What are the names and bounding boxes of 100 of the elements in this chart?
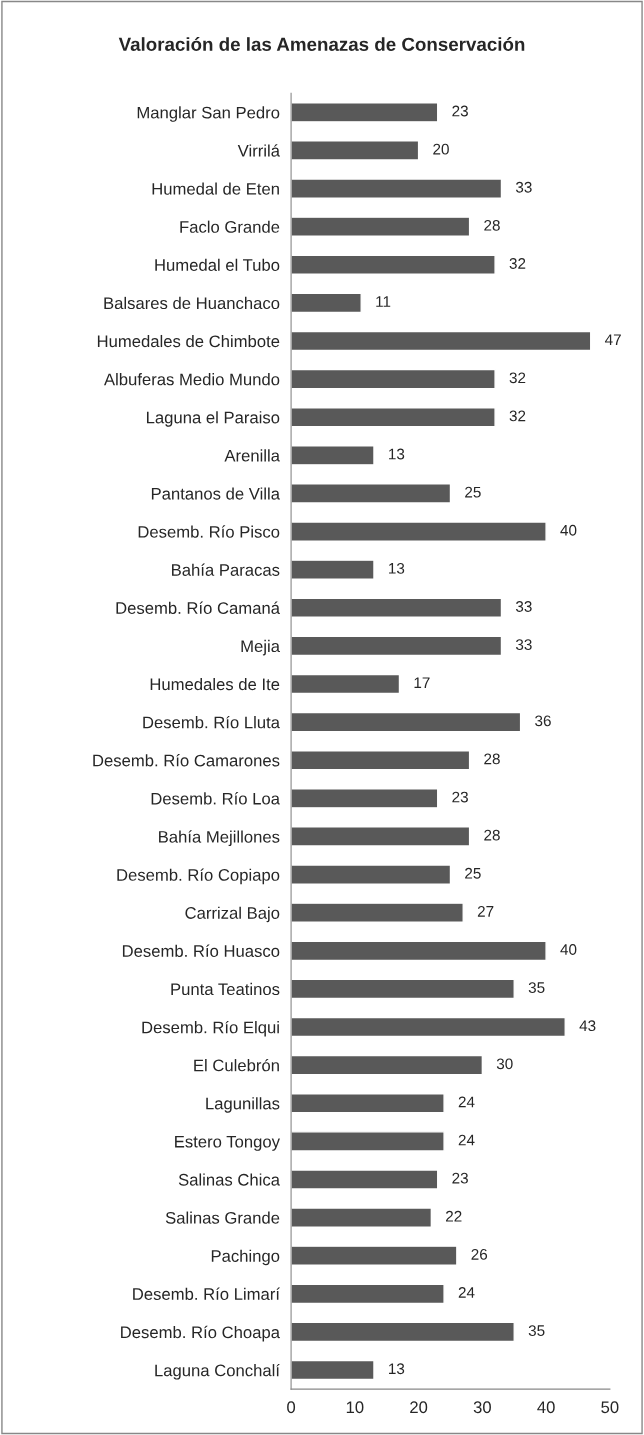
data-label: 33	[515, 601, 532, 612]
data-label: 27	[477, 905, 494, 917]
y-tick-label: Arenilla	[224, 449, 280, 462]
data-label: 13	[389, 1363, 405, 1375]
data-label: 25	[465, 486, 481, 498]
data-label: 24	[458, 1096, 475, 1108]
y-tick-label: Desemb. Río Pisco	[138, 525, 280, 538]
data-label: 43	[579, 1020, 596, 1032]
bar	[291, 597, 503, 619]
data-label: 28	[484, 753, 500, 765]
bar	[291, 1093, 445, 1114]
data-label: 28	[484, 829, 500, 841]
bar	[291, 330, 592, 352]
x-tick-label: 40	[537, 1401, 555, 1414]
y-tick-label: Balsares de Huanchaco	[104, 296, 280, 310]
data-label: 13	[389, 562, 405, 574]
y-tick-label: Laguna Conchalí	[155, 1363, 280, 1380]
bar	[291, 102, 439, 123]
bar	[291, 1016, 566, 1038]
y-tick-label: Humedal de Eten	[152, 182, 279, 195]
y-tick-label: Manglar San Pedro	[137, 106, 280, 122]
bar	[291, 368, 496, 390]
data-label: 40	[560, 944, 577, 955]
data-label: 33	[515, 639, 532, 650]
data-label: 32	[509, 258, 526, 269]
x-tick-label: 0	[287, 1401, 296, 1414]
data-label: 23	[452, 1172, 468, 1184]
bar	[291, 940, 547, 962]
data-label: 32	[509, 372, 526, 384]
data-label: 40	[560, 524, 577, 536]
data-label: 24	[458, 1287, 475, 1298]
bar	[291, 521, 547, 542]
y-tick-label: Pachingo	[211, 1249, 280, 1266]
data-label: 25	[465, 867, 481, 879]
bar	[291, 750, 471, 771]
bar	[291, 711, 522, 733]
bar	[291, 1245, 458, 1266]
bar	[291, 1207, 433, 1228]
data-label: 24	[458, 1134, 475, 1146]
data-label: 28	[484, 219, 500, 231]
y-tick-label: Salinas Grande	[165, 1211, 280, 1224]
bar	[291, 1283, 445, 1305]
bar	[291, 1169, 439, 1190]
y-tick-label: Bahía Mejillones	[159, 830, 280, 847]
y-tick-label: Desemb. Río Lluta	[143, 715, 280, 729]
x-tick-label: 50	[601, 1401, 619, 1414]
data-label: 13	[389, 448, 405, 460]
y-tick-label: Salinas Chica	[178, 1173, 280, 1186]
y-tick-label: Desemb. Río Elqui	[142, 1020, 279, 1037]
data-label: 17	[414, 677, 430, 688]
y-tick-label: Desemb. Río Camarones	[93, 754, 280, 767]
y-tick-label: Lagunillas	[206, 1097, 280, 1113]
y-tick-label: Faclo Grande	[180, 220, 280, 233]
y-tick-label: Humedales de Ite	[150, 677, 280, 691]
bar	[291, 902, 464, 923]
data-label: 35	[528, 1325, 545, 1337]
bar	[291, 292, 362, 314]
data-label: 33	[515, 181, 532, 193]
y-tick-label: Virrilá	[237, 144, 280, 157]
data-label: 23	[452, 105, 468, 117]
bar	[291, 483, 452, 504]
data-label: 32	[509, 410, 526, 422]
x-tick-label: 20	[410, 1401, 428, 1414]
bar	[291, 407, 496, 428]
y-tick-label: El Culebrón	[194, 1058, 279, 1072]
y-tick-label: Desemb. Río Huasco	[122, 944, 280, 957]
y-tick-label: Desemb. Río Limarí	[133, 1287, 280, 1300]
data-label: 11	[376, 296, 391, 307]
bar	[291, 140, 420, 161]
y-tick-label: Estero Tongoy	[175, 1135, 280, 1151]
y-tick-label: Carrizal Bajo	[185, 906, 280, 923]
y-tick-label: Desemb. Río Camaná	[116, 601, 280, 614]
y-tick-label: Mejia	[241, 639, 280, 656]
y-tick-label: Desemb. Río Loa	[151, 792, 280, 805]
bar	[291, 673, 401, 695]
y-tick-label: Laguna el Paraiso	[147, 411, 280, 427]
chart-title: Valoración de las Amenazas de Conservación	[118, 37, 525, 51]
bar	[291, 1359, 375, 1381]
data-label: 22	[446, 1210, 462, 1222]
bar	[291, 635, 503, 657]
y-tick-label: Albuferas Medio Mundo	[104, 373, 280, 386]
bar	[291, 1054, 484, 1076]
y-tick-label: Pantanos de Villa	[151, 487, 280, 500]
bar	[291, 1131, 445, 1152]
y-tick-label: Punta Teatinos	[171, 982, 280, 996]
data-label: 30	[496, 1058, 513, 1070]
y-tick-label: Humedal el Tubo	[155, 258, 280, 271]
data-label: 20	[433, 143, 449, 155]
y-tick-label: Desemb. Río Choapa	[121, 1325, 280, 1342]
bar	[291, 978, 515, 1000]
bar	[291, 1321, 515, 1343]
bar	[291, 826, 471, 847]
x-tick-label: 10	[346, 1401, 364, 1414]
bar	[291, 864, 452, 885]
x-tick-label: 30	[473, 1401, 491, 1414]
y-tick-label: Desemb. Río Copiapo	[117, 868, 280, 885]
bar	[291, 216, 471, 237]
data-label: 26	[471, 1248, 488, 1260]
bar	[291, 788, 439, 809]
data-label: 36	[535, 715, 551, 727]
